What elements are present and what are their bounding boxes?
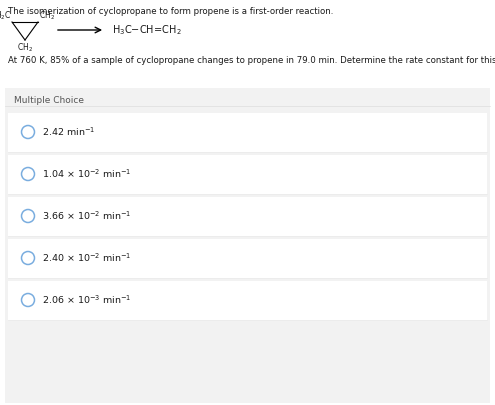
Text: 2.06 $\times$ 10$^{-3}$ min$^{-1}$: 2.06 $\times$ 10$^{-3}$ min$^{-1}$ <box>42 294 132 306</box>
Text: CH$_2$: CH$_2$ <box>17 41 33 53</box>
Bar <box>8 197 487 236</box>
Bar <box>8 239 487 278</box>
Text: H$_3$C$-$CH$\!=\!$CH$_2$: H$_3$C$-$CH$\!=\!$CH$_2$ <box>112 23 182 37</box>
Bar <box>8 113 487 152</box>
Text: H$_2$C: H$_2$C <box>0 9 11 21</box>
Text: The isomerization of cyclopropane to form propene is a first-order reaction.: The isomerization of cyclopropane to for… <box>8 7 333 16</box>
Text: 3.66 $\times$ 10$^{-2}$ min$^{-1}$: 3.66 $\times$ 10$^{-2}$ min$^{-1}$ <box>42 210 132 222</box>
Bar <box>8 281 487 320</box>
Text: 1.04 $\times$ 10$^{-2}$ min$^{-1}$: 1.04 $\times$ 10$^{-2}$ min$^{-1}$ <box>42 168 132 180</box>
Bar <box>8 155 487 194</box>
Bar <box>5 88 490 403</box>
Text: CH$_2$: CH$_2$ <box>39 9 55 21</box>
Text: 2.40 $\times$ 10$^{-2}$ min$^{-1}$: 2.40 $\times$ 10$^{-2}$ min$^{-1}$ <box>42 252 132 264</box>
Text: Multiple Choice: Multiple Choice <box>14 96 84 105</box>
Text: At 760 K, 85% of a sample of cyclopropane changes to propene in 79.0 min. Determ: At 760 K, 85% of a sample of cyclopropan… <box>8 56 495 65</box>
Text: 2.42 min$^{-1}$: 2.42 min$^{-1}$ <box>42 126 96 138</box>
